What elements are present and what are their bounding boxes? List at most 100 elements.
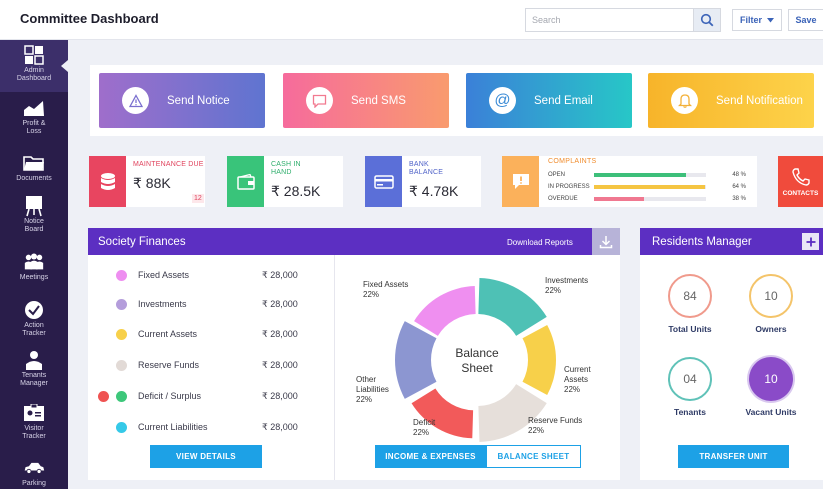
page-title: Committee Dashboard <box>20 11 159 26</box>
stat-value: ₹ 4.78K <box>409 183 459 199</box>
transfer-unit-button[interactable]: TRANSFER UNIT <box>678 445 789 468</box>
donut-label-current-assets: Current Assets 22% <box>564 365 604 395</box>
sidebar-item-label: Profit & Loss <box>22 120 46 135</box>
sidebar-item-tenants-manager[interactable]: Tenants Manager <box>0 350 68 388</box>
quick-actions: Send Notice Send SMS @ Send Email Send N… <box>90 65 823 136</box>
tab-income-expenses[interactable]: INCOME & EXPENSES <box>375 445 486 468</box>
search-icon <box>700 13 714 27</box>
donut-segment-current-assets <box>522 324 556 396</box>
add-resident-button[interactable] <box>802 233 819 250</box>
complaints-card[interactable]: COMPLAINTS OPEN 48 % IN PROGRESS 64 % OV… <box>502 156 757 207</box>
donut-label-reserve-funds: Reserve Funds 22% <box>528 416 582 436</box>
balance-sheet-donut: Balance Sheet <box>395 278 556 442</box>
finance-row: Fixed Assets ₹ 28,000 <box>88 267 328 283</box>
segment-pct: 22% <box>356 395 373 404</box>
sidebar-item-label: Documents <box>16 175 52 182</box>
donut-segment-reserve-funds <box>478 384 547 442</box>
donut-label-fixed-assets: Fixed Assets 22% <box>363 280 408 300</box>
sidebar-item-notice-board[interactable]: Notice Board <box>0 196 68 234</box>
total-units-stat[interactable]: 84 Total Units <box>662 274 718 334</box>
notice-board-icon <box>23 196 45 217</box>
send-email-button[interactable]: @ Send Email <box>466 73 632 128</box>
complaints-title: COMPLAINTS <box>548 158 597 165</box>
filter-button[interactable]: Filter <box>732 9 782 31</box>
sidebar-item-label: Visitor Tracker <box>22 425 46 440</box>
active-pointer <box>61 60 68 72</box>
vacant-units-stat[interactable]: 10 Vacant Units <box>740 357 802 417</box>
bank-balance-card[interactable]: Bank Balance ₹ 4.78K <box>365 156 481 207</box>
residents-manager-panel: Residents Manager 84 Total Units 10 Owne… <box>640 228 823 480</box>
legend-dot <box>116 298 127 310</box>
stat-label: Bank Balance <box>409 161 444 176</box>
stat-ring: 04 <box>668 357 712 401</box>
stat-value: ₹ 88K <box>133 175 171 191</box>
donut-segment-investments <box>478 278 547 336</box>
segment-label: Deficit <box>413 418 436 427</box>
sidebar-item-parking[interactable]: Parking <box>0 458 68 488</box>
maintenance-due-card[interactable]: Maintenance Due ₹ 88K 12 <box>89 156 205 207</box>
society-finances-panel: Society Finances Download Reports Fixed … <box>88 228 620 480</box>
sidebar-item-meetings[interactable]: Meetings <box>0 252 68 282</box>
progress-fill <box>594 173 686 177</box>
sidebar-item-profit-loss[interactable]: Profit & Loss <box>0 98 68 136</box>
stat-label: Total Units <box>668 324 712 334</box>
search-button[interactable] <box>693 9 720 31</box>
finance-row: Investments ₹ 28,000 <box>88 296 328 312</box>
action-label: Send SMS <box>351 94 406 107</box>
download-button[interactable] <box>592 228 620 255</box>
segment-label: Reserve Funds <box>528 416 583 425</box>
download-reports-link[interactable]: Download Reports <box>507 238 573 247</box>
sidebar-item-documents[interactable]: Documents <box>0 153 68 183</box>
legend-dot <box>116 421 127 433</box>
segment-label: Investments <box>545 276 589 285</box>
legend-dot <box>98 390 109 402</box>
send-notification-button[interactable]: Send Notification <box>648 73 814 128</box>
complaint-name: OPEN <box>548 172 566 178</box>
donut-segment-other-liabilities <box>395 321 437 399</box>
segment-pct: 22% <box>363 290 380 299</box>
alert-icon <box>502 156 539 207</box>
send-sms-button[interactable]: Send SMS <box>283 73 449 128</box>
legend-dot <box>116 328 127 340</box>
contacts-button[interactable]: CONTACTS <box>778 156 823 207</box>
segment-pct: 22% <box>528 426 545 435</box>
sidebar-item-action-tracker[interactable]: Action Tracker <box>0 300 68 338</box>
chevron-down-icon <box>767 17 774 22</box>
email-icon: @ <box>489 87 516 114</box>
search-input[interactable] <box>526 9 694 31</box>
cash-in-hand-card[interactable]: Cash in Hand ₹ 28.5K <box>227 156 343 207</box>
panel-header: Society Finances Download Reports <box>88 228 620 255</box>
tenants-icon <box>23 350 45 370</box>
segment-pct: 22% <box>564 385 581 394</box>
contacts-label: CONTACTS <box>782 189 819 197</box>
download-icon <box>599 235 613 248</box>
plus-icon <box>806 237 815 246</box>
stat-label: Cash in Hand <box>271 161 301 176</box>
id-card-icon <box>23 403 45 423</box>
finance-row: Deficit / Surplus ₹ 28,000 <box>88 388 328 404</box>
finance-name: Current Assets <box>138 329 198 339</box>
send-notice-button[interactable]: Send Notice <box>99 73 265 128</box>
tenants-stat[interactable]: 04 Tenants <box>662 357 718 417</box>
view-details-button[interactable]: VIEW DETAILS <box>150 445 262 468</box>
sidebar-item-label: Admin Dashboard <box>16 67 52 82</box>
finance-name: Investments <box>138 299 187 309</box>
stat-label: Vacant Units <box>745 407 797 417</box>
sidebar: Admin Dashboard Profit & Loss Documents … <box>0 40 68 489</box>
sidebar-item-admin-dashboard[interactable]: Admin Dashboard <box>0 40 68 92</box>
progress-fill <box>594 185 705 189</box>
complaint-name: IN PROGRESS <box>548 184 590 190</box>
progress-fill <box>594 197 645 201</box>
complaint-pct: 48 % <box>732 172 746 178</box>
sidebar-item-visitor-tracker[interactable]: Visitor Tracker <box>0 403 68 441</box>
save-button[interactable]: Save <box>788 9 823 31</box>
stat-label: Owners <box>755 324 787 334</box>
tab-balance-sheet[interactable]: BALANCE SHEET <box>486 445 581 468</box>
donut-center-label-2: Sheet <box>461 361 493 375</box>
owners-stat[interactable]: 10 Owners <box>743 274 799 334</box>
finance-name: Current Liabilities <box>138 422 208 432</box>
chart-icon <box>23 98 45 118</box>
segment-label: Fixed Assets <box>363 280 409 289</box>
sidebar-item-label: Tenants Manager <box>20 372 48 387</box>
sidebar-item-label: Meetings <box>19 274 49 281</box>
